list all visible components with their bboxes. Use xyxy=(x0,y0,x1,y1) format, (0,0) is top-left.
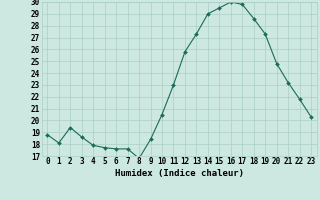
X-axis label: Humidex (Indice chaleur): Humidex (Indice chaleur) xyxy=(115,169,244,178)
